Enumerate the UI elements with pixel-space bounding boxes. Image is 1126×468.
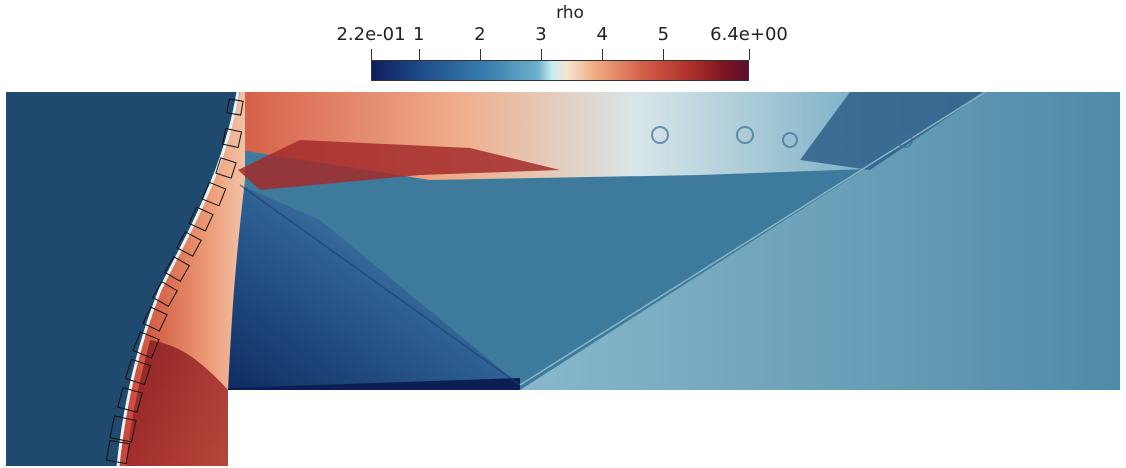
boundary-layer (228, 378, 520, 390)
colorbar-tick-label: 3 (535, 24, 547, 45)
slip-layer (238, 140, 560, 190)
colorbar-tick-label: 2 (474, 24, 486, 45)
expansion-fan (228, 185, 520, 390)
reflected-shock-line (519, 92, 986, 386)
colorbar-tick-mark (419, 49, 420, 60)
colorbar-tick-mark (371, 49, 372, 60)
colorbar-title: rho (556, 3, 584, 23)
reflected-shock-region (520, 92, 1120, 390)
domain (6, 92, 1120, 466)
colorbar-tick-mark (541, 49, 542, 60)
colorbar-tick-label: 5 (657, 24, 670, 45)
colorbar-tick-mark (480, 49, 481, 60)
dark-wedge (800, 92, 985, 170)
high-density-region (126, 340, 228, 466)
colorbar (371, 60, 749, 81)
upstream-region (6, 92, 238, 466)
oblique-shock-line (239, 184, 521, 386)
kelvin-helmholtz-vortices (651, 126, 913, 154)
colorbar-tick-label: 6.4e+00 (710, 24, 788, 45)
colorbar-tick-label: 2.2e-01 (336, 24, 406, 45)
colorbar-tick-mark (602, 49, 603, 60)
colorbar-tick-label: 1 (412, 24, 425, 45)
mesh-cells (105, 98, 244, 465)
colorbar-tick-mark (663, 49, 664, 60)
colorbar-tick-mark (749, 49, 750, 60)
colorbar-tick-label: 4 (596, 24, 608, 45)
